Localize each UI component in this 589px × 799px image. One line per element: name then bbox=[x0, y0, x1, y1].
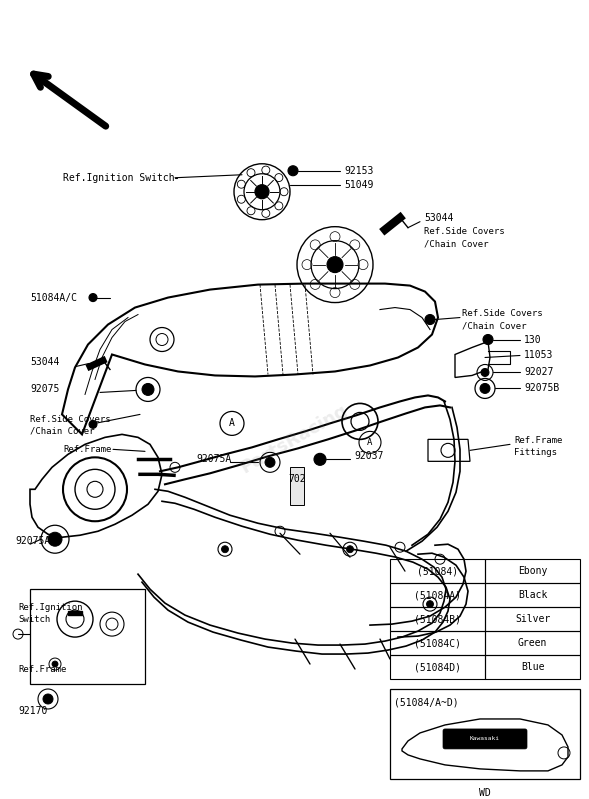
Circle shape bbox=[481, 368, 489, 376]
Text: Black: Black bbox=[518, 590, 547, 600]
Circle shape bbox=[288, 165, 298, 176]
Text: (51084A): (51084A) bbox=[414, 590, 461, 600]
Circle shape bbox=[425, 315, 435, 324]
Text: Green: Green bbox=[518, 638, 547, 648]
Text: 51049: 51049 bbox=[344, 180, 373, 189]
Text: 53044: 53044 bbox=[424, 213, 454, 223]
Text: 130: 130 bbox=[524, 335, 542, 344]
Text: PartsRacing: PartsRacing bbox=[237, 401, 351, 477]
Circle shape bbox=[255, 185, 269, 199]
Bar bbox=[485, 607, 580, 631]
Circle shape bbox=[346, 546, 353, 553]
Text: Ref.Ignition: Ref.Ignition bbox=[18, 602, 82, 611]
Bar bbox=[390, 559, 485, 583]
Text: Ref.Frame: Ref.Frame bbox=[63, 445, 111, 454]
Text: 53044: 53044 bbox=[30, 357, 59, 368]
Text: Ref.Side Covers: Ref.Side Covers bbox=[462, 309, 542, 318]
Text: 702: 702 bbox=[288, 475, 306, 484]
Text: (51084): (51084) bbox=[417, 566, 458, 576]
Text: 92170: 92170 bbox=[18, 706, 47, 716]
Circle shape bbox=[43, 694, 53, 704]
Bar bbox=[485, 655, 580, 679]
Text: Ref.Ignition Switch: Ref.Ignition Switch bbox=[63, 173, 174, 183]
Text: Ebony: Ebony bbox=[518, 566, 547, 576]
Bar bbox=[485, 631, 580, 655]
Bar bbox=[30, 589, 145, 684]
Text: /Chain Cover: /Chain Cover bbox=[30, 427, 94, 436]
Text: A: A bbox=[368, 438, 373, 447]
Text: WD: WD bbox=[479, 788, 491, 798]
Bar bbox=[485, 583, 580, 607]
Text: 92075: 92075 bbox=[30, 384, 59, 395]
Text: 92027: 92027 bbox=[524, 368, 554, 377]
Text: Silver: Silver bbox=[515, 614, 550, 624]
FancyBboxPatch shape bbox=[443, 729, 527, 749]
Circle shape bbox=[480, 384, 490, 393]
Text: Ref.Side Covers: Ref.Side Covers bbox=[424, 227, 505, 237]
Text: 92075A: 92075A bbox=[196, 455, 231, 464]
Text: (51084C): (51084C) bbox=[414, 638, 461, 648]
Bar bbox=[290, 467, 304, 505]
Bar bbox=[390, 655, 485, 679]
Circle shape bbox=[483, 335, 493, 344]
Text: Kawasaki: Kawasaki bbox=[470, 737, 500, 741]
Circle shape bbox=[52, 661, 58, 667]
Text: Switch: Switch bbox=[18, 614, 50, 623]
Circle shape bbox=[89, 420, 97, 428]
Circle shape bbox=[89, 293, 97, 301]
Text: Ref.Frame: Ref.Frame bbox=[514, 436, 562, 445]
Bar bbox=[390, 689, 580, 779]
Circle shape bbox=[426, 601, 434, 607]
Circle shape bbox=[142, 384, 154, 396]
Text: A: A bbox=[229, 419, 235, 428]
Text: (51084/A~D): (51084/A~D) bbox=[394, 698, 459, 708]
Text: 11053: 11053 bbox=[524, 351, 554, 360]
Bar bbox=[390, 607, 485, 631]
Text: 51084A/C: 51084A/C bbox=[30, 292, 77, 303]
Circle shape bbox=[265, 457, 275, 467]
Circle shape bbox=[48, 532, 62, 547]
Text: 92075B: 92075B bbox=[524, 384, 559, 393]
Bar bbox=[390, 583, 485, 607]
Bar bbox=[68, 611, 82, 615]
Text: Ref.Side Covers: Ref.Side Covers bbox=[30, 415, 111, 424]
Circle shape bbox=[314, 453, 326, 465]
Text: 92075A: 92075A bbox=[15, 536, 50, 547]
Text: /Chain Cover: /Chain Cover bbox=[424, 239, 488, 248]
Text: (51084B): (51084B) bbox=[414, 614, 461, 624]
Text: 92037: 92037 bbox=[354, 451, 383, 461]
Text: 92153: 92153 bbox=[344, 165, 373, 176]
Text: Blue: Blue bbox=[521, 662, 544, 672]
Text: /Chain Cover: /Chain Cover bbox=[462, 321, 527, 330]
Text: Ref.Frame: Ref.Frame bbox=[18, 665, 67, 674]
Circle shape bbox=[327, 256, 343, 272]
Bar bbox=[485, 559, 580, 583]
Text: Fittings: Fittings bbox=[514, 448, 557, 457]
Bar bbox=[390, 631, 485, 655]
Circle shape bbox=[221, 546, 229, 553]
Text: (51084D): (51084D) bbox=[414, 662, 461, 672]
